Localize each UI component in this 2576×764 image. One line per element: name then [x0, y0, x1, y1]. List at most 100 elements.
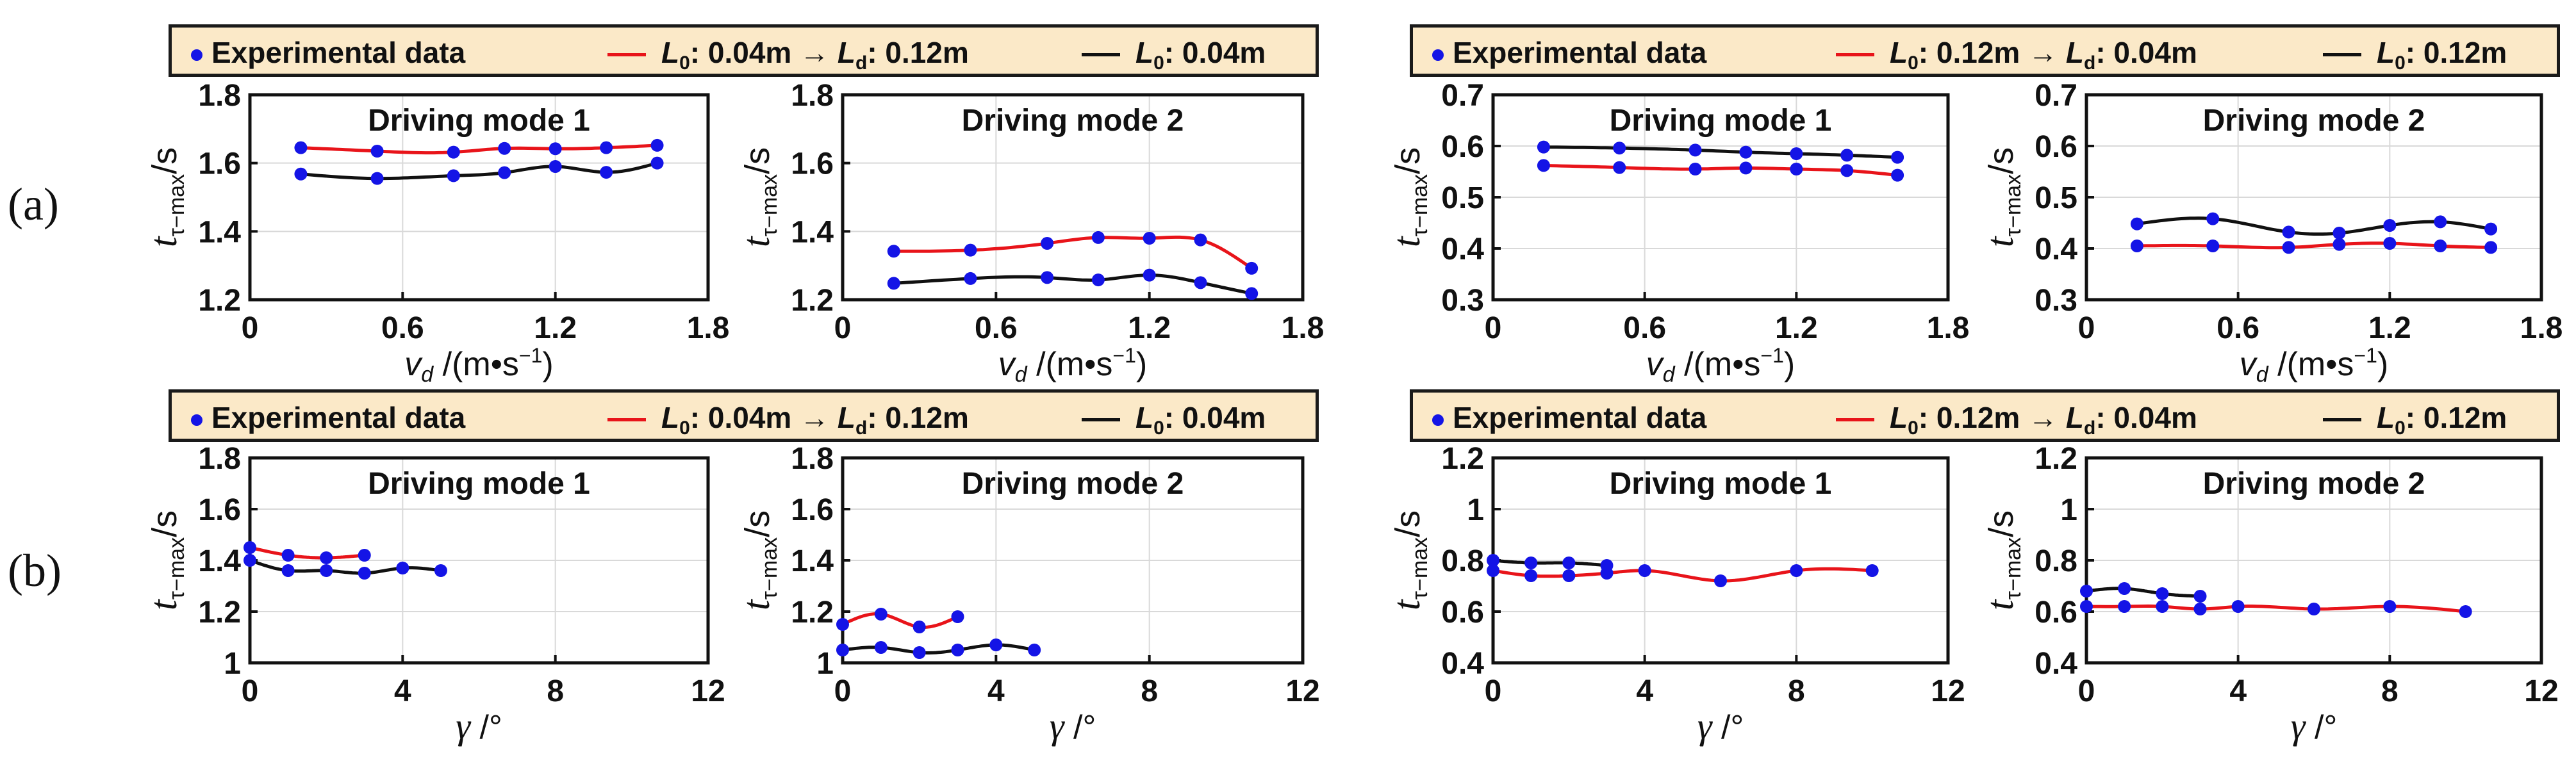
- legend-black-item: L0: 0.04m: [1082, 35, 1266, 74]
- x-tick-label: 0.6: [2217, 311, 2259, 345]
- chart-title: Driving mode 1: [1610, 467, 1832, 501]
- x-tick-label: 1.8: [1927, 311, 1970, 345]
- legend-red-ld: L: [2058, 36, 2084, 69]
- data-point: [1714, 574, 1727, 587]
- data-point: [320, 551, 333, 564]
- data-point: [2130, 217, 2143, 231]
- data-point: [887, 245, 900, 258]
- data-point: [281, 564, 295, 577]
- data-point: [2434, 215, 2447, 229]
- data-point: [2118, 600, 2131, 613]
- data-point: [2206, 240, 2220, 252]
- x-tick-label: 1.2: [1775, 311, 1818, 345]
- data-point: [281, 549, 295, 562]
- y-tick-label: 1: [816, 647, 834, 681]
- series-line-red: [301, 143, 657, 155]
- data-point: [650, 138, 664, 152]
- data-point: [2282, 241, 2295, 254]
- x-tick-label: 12: [691, 674, 725, 708]
- chart-title: Driving mode 2: [962, 467, 1184, 501]
- data-point: [650, 156, 664, 170]
- legend-red-arrow: →: [2028, 36, 2058, 69]
- y-tick-label: 0.7: [1441, 79, 1484, 113]
- legend-red-item: L0: 0.04m → Ld: 0.12m: [607, 400, 969, 439]
- legend-top-right: Experimental data L0: 0.12m → Ld: 0.04m …: [1410, 24, 2560, 77]
- legend-red-l0-sub: 0: [679, 418, 690, 439]
- series-line-black: [2136, 216, 2491, 236]
- y-axis-label: tτ−max/s: [1385, 510, 1432, 610]
- data-point: [874, 641, 888, 654]
- series-line-black: [842, 643, 1035, 654]
- data-point: [1194, 276, 1207, 289]
- legend-black-item: L0: 0.04m: [1082, 400, 1266, 439]
- data-point: [1041, 237, 1054, 250]
- legend-experimental-item: Experimental data: [191, 35, 465, 70]
- x-tick-label: 12: [1285, 674, 1319, 708]
- x-tick-label: 0.6: [975, 311, 1018, 345]
- data-point: [2193, 590, 2207, 603]
- data-point: [989, 638, 1003, 651]
- legend-red-l0-sub: 0: [1908, 418, 1919, 439]
- y-axis-label: tτ−max/s: [1979, 147, 2026, 247]
- chart-title: Driving mode 1: [1610, 104, 1832, 138]
- legend-red-ld-sub: d: [855, 418, 868, 439]
- x-tick-label: 4: [1636, 674, 1653, 708]
- data-point: [951, 644, 964, 656]
- x-tick-label: 8: [1141, 674, 1158, 708]
- chart-title: Driving mode 2: [2203, 104, 2425, 138]
- x-tick-label: 1.8: [687, 311, 730, 345]
- y-tick-label: 1.2: [2035, 442, 2077, 476]
- y-tick-label: 1.6: [198, 147, 241, 181]
- legend-black-l0-sub: 0: [1153, 53, 1164, 74]
- legend-black-l0: L: [1135, 401, 1154, 434]
- x-tick-label: 1.2: [1128, 311, 1171, 345]
- data-point: [2332, 238, 2346, 251]
- series-line-red: [1543, 163, 1898, 177]
- data-point: [1537, 159, 1550, 172]
- data-point: [1562, 569, 1576, 582]
- data-point: [951, 610, 964, 623]
- legend-black-end: : 0.04m: [1164, 401, 1266, 434]
- legend-red-ld-sub: d: [855, 53, 868, 74]
- y-tick-label: 0.4: [1441, 232, 1484, 266]
- y-tick-label: 1.2: [1441, 442, 1484, 476]
- data-point: [2459, 605, 2472, 618]
- data-point: [1739, 145, 1753, 159]
- data-point: [1638, 564, 1651, 577]
- legend-red-arrow: →: [2028, 401, 2058, 434]
- series-line-black: [893, 273, 1252, 295]
- y-tick-label: 1.6: [791, 493, 834, 527]
- data-point: [2080, 585, 2093, 597]
- x-axis-label: γ /°: [456, 705, 502, 747]
- data-point: [1739, 161, 1753, 175]
- legend-red-ld-sub: d: [2084, 53, 2096, 74]
- y-axis-label: tτ−max/s: [1385, 147, 1432, 247]
- data-point: [1487, 564, 1499, 577]
- y-tick-label: 1.2: [791, 284, 834, 318]
- data-point: [2383, 600, 2397, 613]
- legend-red-item: L0: 0.12m → Ld: 0.04m: [1836, 35, 2197, 74]
- data-point: [2484, 241, 2498, 254]
- y-tick-label: 1.4: [198, 544, 241, 578]
- legend-red-line-icon: [1836, 53, 1874, 57]
- y-axis-label: tτ−max/s: [735, 510, 782, 610]
- data-point: [2332, 227, 2346, 240]
- data-point: [1143, 232, 1156, 245]
- legend-black-line-icon: [1082, 53, 1120, 57]
- data-point: [1790, 163, 1803, 175]
- y-tick-label: 0.6: [1441, 130, 1484, 164]
- chart-panel-1: 0 0.6 1.2 1.8 1.2 1.4 1.6 1.8 Driving mode 1 tτ−m…: [142, 79, 729, 387]
- legend-top-left: Experimental data L0: 0.04m → Ld: 0.12m …: [169, 24, 1319, 77]
- chart-panel-5: 0 4 8 12 1 1.2 1.4 1.6 1.8 Driving mode 1 tτ−max/s…: [142, 442, 725, 747]
- legend-red-l0: L: [661, 36, 680, 69]
- legend-red-end: : 0.12m: [867, 36, 969, 69]
- y-tick-label: 1.6: [198, 493, 241, 527]
- legend-red-arrow: →: [800, 36, 830, 69]
- legend-black-end: : 0.12m: [2405, 401, 2507, 434]
- legend-red-line-icon: [1836, 418, 1874, 422]
- data-point: [434, 564, 447, 577]
- data-point: [1028, 644, 1041, 656]
- legend-bottom-left: Experimental data L0: 0.04m → Ld: 0.12m …: [169, 389, 1319, 442]
- data-point: [1245, 261, 1259, 275]
- data-point: [2080, 600, 2093, 613]
